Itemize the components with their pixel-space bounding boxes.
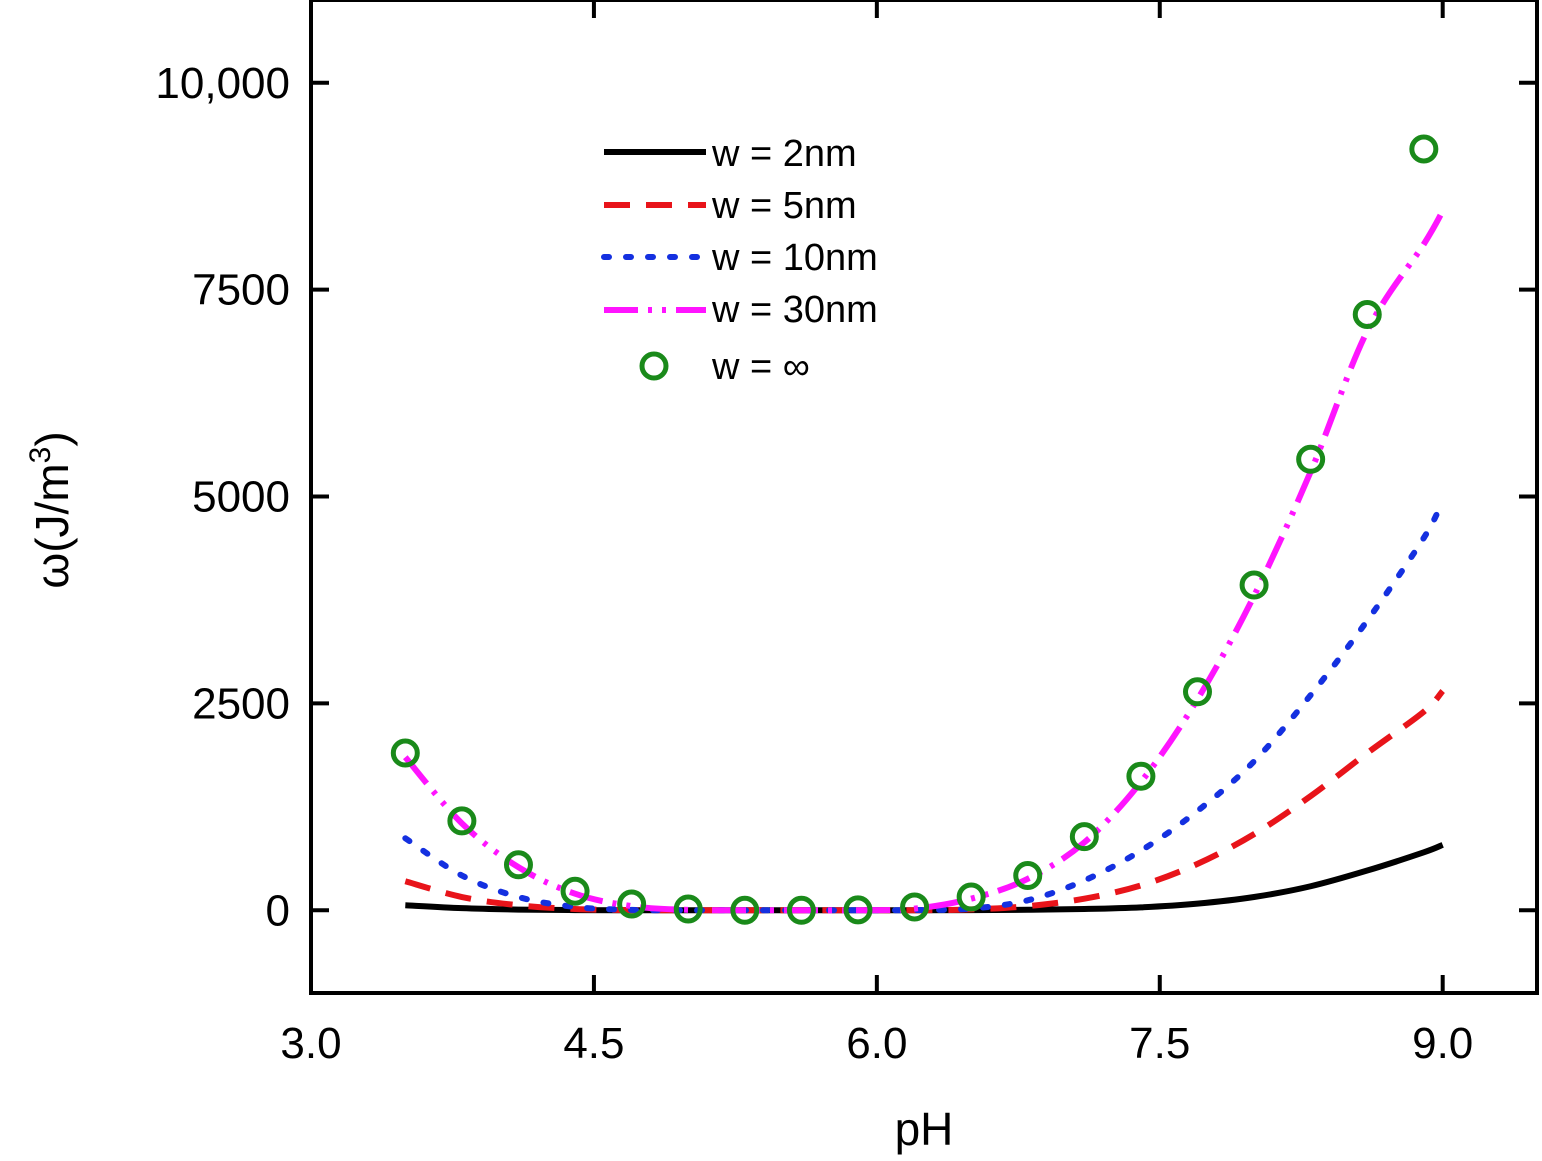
marker-winf-point-13 [1126, 761, 1156, 791]
legend-label-w30nm: w = 30nm [711, 289, 878, 331]
legend: w = 2nm w = 5nm w = 10nm w = 30nm w = ∞ [601, 133, 878, 388]
legend-label-w5nm: w = 5nm [711, 185, 857, 227]
tick-layer [309, 0, 1537, 993]
x-tick-label-6.0: 6.0 [846, 1019, 907, 1068]
legend-label-winf: w = ∞ [711, 346, 810, 388]
marker-winf-point-15 [1239, 570, 1269, 600]
marker-winf-point-16 [1296, 444, 1326, 474]
marker-winf-point-8 [843, 895, 873, 925]
series-line-w10nm [402, 497, 1446, 914]
legend-label-w10nm: w = 10nm [711, 237, 878, 279]
y-axis-title: ω(J/m3) [24, 431, 78, 588]
marker-winf-point-7 [786, 895, 816, 925]
marker-winf-point-1 [447, 806, 477, 836]
marker-winf-point-18 [1409, 134, 1439, 164]
marker-winf-point-0 [390, 738, 420, 768]
x-tick-label-3.0: 3.0 [280, 1019, 341, 1068]
x-tick-label-9.0: 9.0 [1412, 1019, 1473, 1068]
marker-winf-point-10 [956, 882, 986, 912]
marker-winf-point-4 [617, 889, 647, 919]
y-tick-label-2500: 2500 [192, 679, 290, 728]
x-tick-label-7.5: 7.5 [1129, 1019, 1190, 1068]
legend-swatch-winf [639, 351, 669, 381]
y-tick-label-7500: 7500 [192, 266, 290, 315]
marker-winf-point-3 [560, 876, 590, 906]
marker-winf-point-2 [503, 850, 533, 880]
y-tick-label-10000: 10,000 [155, 59, 290, 108]
y-axis-title-close: ) [26, 431, 78, 446]
legend-label-w2nm: w = 2nm [711, 133, 857, 175]
marker-winf-point-6 [730, 895, 760, 925]
y-tick-label-5000: 5000 [192, 473, 290, 522]
y-tick-label-0: 0 [266, 886, 290, 935]
y-axis-title-superscript: 3 [24, 447, 57, 464]
series-layer [390, 134, 1446, 925]
y-axis-title-main: ω(J/m [26, 463, 78, 588]
marker-winf-point-12 [1069, 822, 1099, 852]
marker-winf-point-17 [1352, 299, 1382, 329]
marker-winf-point-11 [1013, 860, 1043, 890]
marker-winf-point-5 [673, 894, 703, 924]
x-axis-title: pH [895, 1103, 954, 1155]
marker-winf-point-14 [1182, 677, 1212, 707]
marker-winf-point-9 [900, 892, 930, 922]
x-tick-label-4.5: 4.5 [563, 1019, 624, 1068]
